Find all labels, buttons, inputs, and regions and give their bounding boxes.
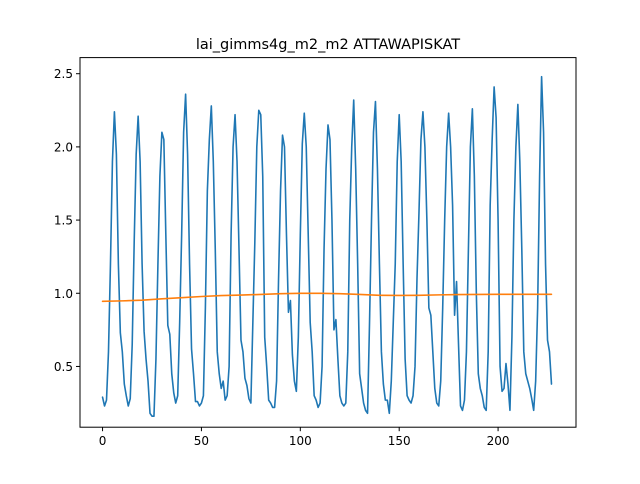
y-tick-label: 1.0 — [54, 287, 73, 301]
y-tick-label: 0.5 — [54, 360, 73, 374]
y-tick-label: 2.0 — [54, 140, 73, 154]
y-tick-label: 1.5 — [54, 214, 73, 228]
x-tick-label: 200 — [487, 434, 510, 448]
series-layer — [101, 75, 553, 418]
x-tick-label: 150 — [388, 434, 411, 448]
x-tick-label: 0 — [99, 434, 107, 448]
x-tick-label: 100 — [289, 434, 312, 448]
series-line-0 — [101, 75, 553, 418]
plot-area — [80, 57, 576, 428]
axis-layer: 0 50 100 150 200 0.5 1.0 1.5 2.0 2.5 — [54, 67, 510, 448]
y-tick-label: 2.5 — [54, 67, 73, 81]
plot-frame — [79, 57, 577, 428]
x-tick-label: 50 — [194, 434, 209, 448]
series-line-1 — [101, 292, 553, 303]
chart-title: lai_gimms4g_m2_m2 ATTAWAPISKAT — [196, 37, 460, 53]
